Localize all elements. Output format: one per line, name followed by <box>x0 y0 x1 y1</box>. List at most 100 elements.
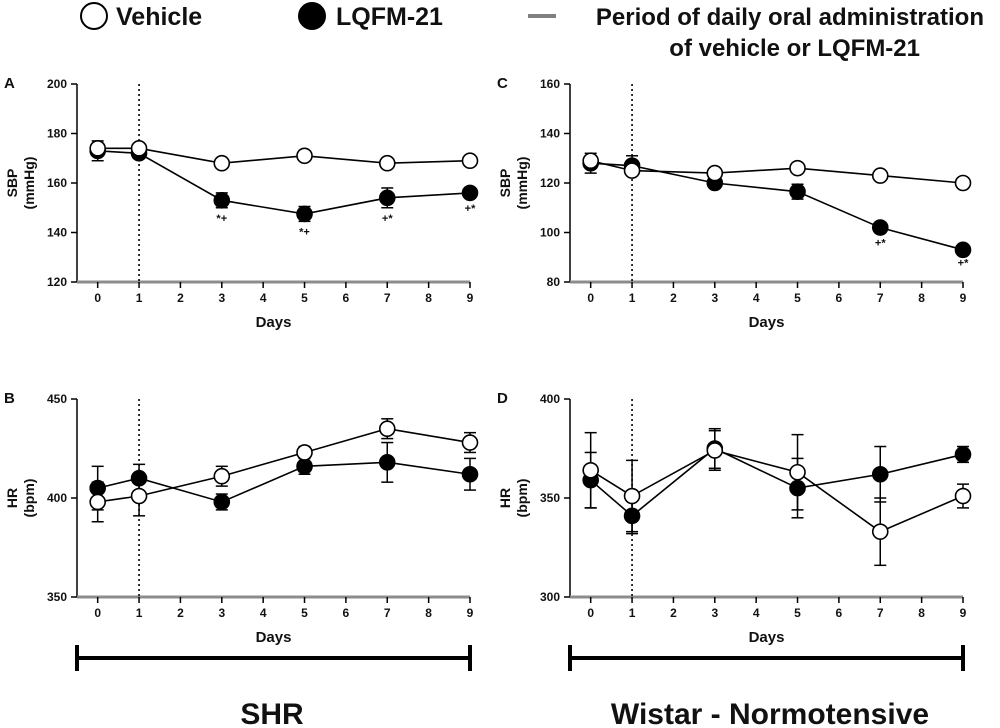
x-axis-title: Days <box>256 314 292 331</box>
x-tick-label: 8 <box>425 291 432 305</box>
x-tick-label: 0 <box>587 291 594 305</box>
y-tick-label: 120 <box>540 176 560 190</box>
y-axis-title-line1: SBP <box>497 169 513 198</box>
vehicle-series-line <box>590 449 964 533</box>
x-axis-title: Days <box>749 629 785 646</box>
y-tick-label: 450 <box>47 392 67 406</box>
y-axis-title-line2: (mmHg) <box>514 157 530 210</box>
x-tick-label: 2 <box>177 291 184 305</box>
x-tick-label: 1 <box>629 291 636 305</box>
y-tick-label: 200 <box>47 77 67 91</box>
vehicle-legend-label: Vehicle <box>116 3 202 31</box>
y-tick-label: 180 <box>47 127 67 141</box>
legend: Vehicle LQFM-21 Period of daily oral adm… <box>80 2 984 62</box>
vehicle-data-point <box>461 434 479 451</box>
vehicle-legend-marker <box>80 2 108 30</box>
x-tick-label: 7 <box>877 291 884 305</box>
x-tick-label: 2 <box>670 606 677 620</box>
vehicle-data-point <box>130 140 148 157</box>
x-tick-label: 9 <box>467 291 474 305</box>
y-tick-label: 400 <box>47 491 67 505</box>
y-tick-label: 140 <box>540 127 560 141</box>
panel-letter: A <box>4 75 15 92</box>
vehicle-data-point <box>89 493 106 511</box>
lqfm-series-line <box>590 447 964 517</box>
x-tick-label: 6 <box>343 606 350 620</box>
x-tick-label: 0 <box>587 606 594 620</box>
x-tick-label: 0 <box>94 606 101 620</box>
y-axis-title-line1: HR <box>497 488 513 508</box>
x-tick-label: 4 <box>260 291 267 305</box>
x-tick-label: 6 <box>836 291 843 305</box>
shr-group-label: SHR <box>240 698 304 728</box>
vehicle-data-point <box>296 444 313 461</box>
y-tick-label: 120 <box>47 275 67 289</box>
x-tick-label: 8 <box>918 606 925 620</box>
lqfm-series-line <box>590 162 964 251</box>
y-tick-label: 140 <box>47 226 67 240</box>
period-legend-label-line1: Period of daily oral administration <box>596 4 984 31</box>
y-tick-label: 300 <box>540 590 560 604</box>
panel-c-sbp-wistar: C 80 100 120 140 160 0 1 2 3 4 5 6 7 8 9 SBP (mmHg) Days +*… <box>497 75 972 331</box>
x-tick-label: 5 <box>794 291 801 305</box>
lqfm-data-point <box>378 454 396 471</box>
lqfm-legend-marker <box>298 2 326 30</box>
wistar-group-label: Wistar - Normotensive <box>611 698 929 728</box>
x-tick-label: 4 <box>753 606 760 620</box>
x-tick-label: 4 <box>753 291 760 305</box>
vehicle-data-point <box>213 467 231 485</box>
panel-a-sbp-shr: A 120 140 160 180 200 0 1 2 3 4 5 6 7 8 9 SBP (mmHg) Days *… <box>4 75 479 331</box>
x-tick-label: 3 <box>218 606 225 620</box>
y-axis-title-line1: HR <box>4 488 20 508</box>
lqfm-data-point <box>871 465 889 483</box>
x-tick-label: 7 <box>877 606 884 620</box>
x-axis-title: Days <box>256 629 292 646</box>
vehicle-data-point <box>871 167 889 184</box>
y-axis-title-line2: (bpm) <box>514 479 530 518</box>
vehicle-data-point <box>871 523 889 540</box>
vehicle-data-point <box>378 154 396 172</box>
vehicle-data-point <box>582 152 599 170</box>
vehicle-data-point <box>954 487 972 505</box>
x-tick-label: 5 <box>301 606 308 620</box>
period-legend-label-line2: of vehicle or LQFM-21 <box>669 35 920 62</box>
vehicle-data-point <box>378 420 396 438</box>
vehicle-data-point <box>623 162 641 179</box>
panel-letter: C <box>497 75 508 92</box>
x-tick-label: 1 <box>629 606 636 620</box>
lqfm-legend-label: LQFM-21 <box>336 3 443 31</box>
lqfm-data-point <box>954 241 972 259</box>
lqfm-data-point <box>296 205 313 223</box>
shr-bracket <box>75 645 472 671</box>
x-tick-label: 2 <box>670 291 677 305</box>
significance-marker: +* <box>465 203 476 215</box>
wistar-bracket <box>568 645 965 671</box>
lqfm-data-point <box>296 458 313 475</box>
x-tick-label: 3 <box>711 606 718 620</box>
y-tick-label: 350 <box>540 491 560 505</box>
x-tick-label: 9 <box>467 606 474 620</box>
x-tick-label: 7 <box>384 291 391 305</box>
lqfm-data-point <box>461 184 479 202</box>
lqfm-data-point <box>954 446 972 463</box>
x-tick-label: 4 <box>260 606 267 620</box>
vehicle-data-point <box>461 152 479 170</box>
x-tick-label: 5 <box>301 291 308 305</box>
y-tick-label: 350 <box>47 590 67 604</box>
significance-marker: *+ <box>216 213 227 225</box>
panel-letter: B <box>4 390 15 407</box>
x-tick-label: 8 <box>425 606 432 620</box>
vehicle-data-point <box>789 159 806 177</box>
significance-marker: +* <box>875 238 886 250</box>
vehicle-data-point <box>213 154 231 172</box>
x-tick-label: 9 <box>960 291 967 305</box>
x-tick-label: 3 <box>711 291 718 305</box>
vehicle-series-line <box>97 427 471 503</box>
y-axis-title-line2: (bpm) <box>21 479 37 518</box>
vehicle-data-point <box>954 174 972 192</box>
x-tick-label: 6 <box>836 606 843 620</box>
y-tick-label: 160 <box>540 77 560 91</box>
significance-marker: +* <box>958 257 969 269</box>
lqfm-data-point <box>213 493 231 511</box>
